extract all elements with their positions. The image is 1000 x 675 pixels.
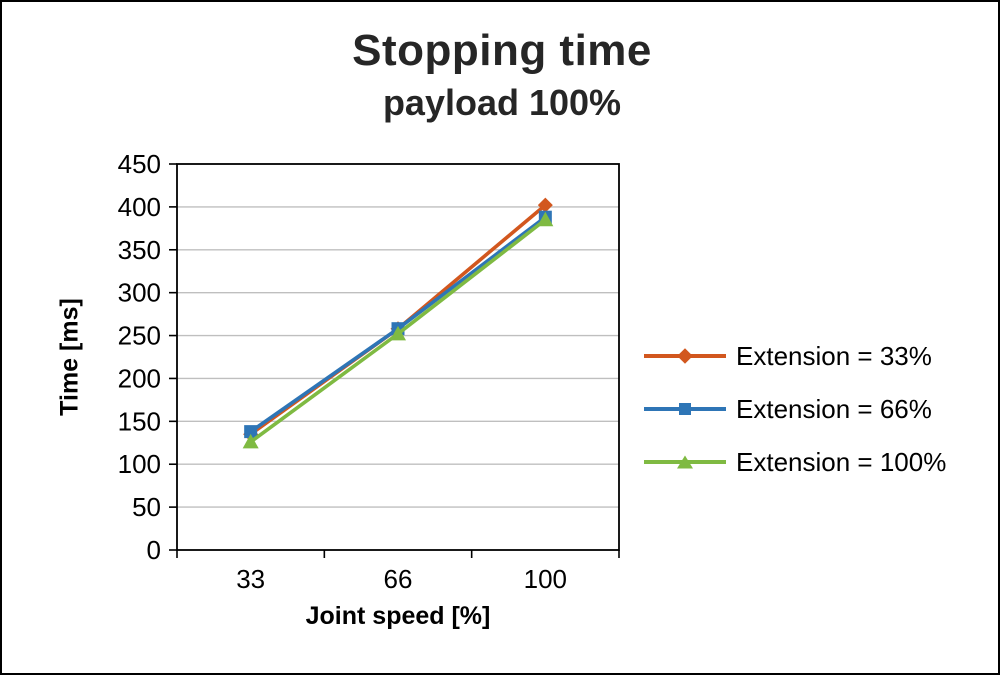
- triangle-marker-icon: [390, 325, 406, 341]
- legend-item-extension-66: Extension = 66%: [644, 391, 946, 427]
- y-tick-label: 450: [118, 149, 161, 179]
- y-tick-label: 200: [118, 363, 161, 393]
- x-tick-label: 33: [236, 564, 265, 594]
- square-marker-icon: [244, 425, 258, 439]
- y-tick-label: 300: [118, 278, 161, 308]
- chart-legend: Extension = 33% Extension = 66% Extensio…: [644, 338, 946, 480]
- y-tick-label: 50: [132, 492, 161, 522]
- chart-subtitle: payload 100%: [382, 82, 622, 123]
- legend-label: Extension = 33%: [736, 340, 932, 371]
- triangle-marker-icon: [677, 455, 693, 469]
- legend-label: Extension = 100%: [736, 446, 947, 477]
- y-tick-label: 250: [118, 321, 161, 351]
- y-tick-label: 350: [118, 235, 161, 265]
- y-tick-label: 100: [118, 449, 161, 479]
- legend-item-extension-33: Extension = 33%: [644, 338, 946, 374]
- legend-sample-extension-33: [644, 346, 726, 366]
- legend-label: Extension = 66%: [736, 393, 932, 424]
- legend-item-extension-100: Extension = 100%: [644, 444, 946, 480]
- legend-sample-extension-66: [644, 399, 726, 419]
- y-tick-label: 400: [118, 192, 161, 222]
- y-tick-label: 150: [118, 406, 161, 436]
- triangle-marker-icon: [537, 211, 554, 227]
- plot-border: [176, 163, 620, 551]
- y-tick-label: 0: [147, 535, 161, 565]
- triangle-marker-icon: [242, 433, 259, 449]
- legend-sample-extension-100: [644, 452, 726, 472]
- y-axis-title: Time [ms]: [55, 298, 84, 416]
- x-tick-label: 66: [384, 564, 413, 594]
- x-axis-title: Joint speed [%]: [305, 602, 491, 630]
- x-tick-label: 100: [524, 564, 567, 594]
- square-marker-icon: [679, 403, 691, 415]
- chart-title: Stopping time: [352, 26, 652, 75]
- diamond-marker-icon: [537, 197, 553, 213]
- diamond-marker-icon: [677, 348, 693, 364]
